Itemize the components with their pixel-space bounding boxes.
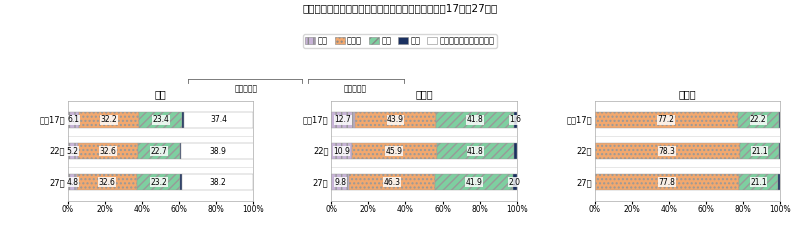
Text: 9.8: 9.8 — [334, 178, 346, 187]
Text: 77.8: 77.8 — [658, 178, 675, 187]
Bar — [77, 174, 138, 190]
Text: 12.7: 12.7 — [334, 115, 351, 124]
Text: 1.6: 1.6 — [510, 115, 522, 124]
Text: 78.3: 78.3 — [658, 147, 676, 156]
Bar — [436, 112, 514, 128]
Bar — [139, 112, 182, 128]
Bar — [331, 143, 351, 159]
Text: 38.9: 38.9 — [209, 147, 226, 156]
Bar — [138, 143, 180, 159]
Text: 他市区町村: 他市区町村 — [344, 84, 366, 94]
Bar — [513, 174, 517, 190]
Text: 4.8: 4.8 — [66, 178, 78, 187]
Text: 43.9: 43.9 — [387, 115, 404, 124]
Text: 46.3: 46.3 — [384, 178, 401, 187]
Legend: 自宅, 自宅外, 県内, 他県, 従業も通学もしていない: 自宅, 自宅外, 県内, 他県, 従業も通学もしていない — [303, 34, 497, 48]
Bar — [350, 174, 435, 190]
Bar — [78, 143, 138, 159]
Bar — [778, 174, 780, 190]
Bar — [182, 143, 254, 159]
Bar — [68, 112, 79, 128]
Text: 37.4: 37.4 — [210, 115, 227, 124]
Bar — [514, 112, 517, 128]
Bar — [594, 112, 738, 128]
Text: 77.2: 77.2 — [658, 115, 674, 124]
Text: 5.2: 5.2 — [67, 147, 79, 156]
Bar — [594, 174, 739, 190]
Text: 22年: 22年 — [50, 147, 66, 156]
Bar — [138, 174, 180, 190]
Text: 従業地・通学地別人口の割合の推移－宮城県（平成17年～27年）: 従業地・通学地別人口の割合の推移－宮城県（平成17年～27年） — [302, 4, 498, 14]
Bar — [437, 143, 514, 159]
Bar — [435, 174, 513, 190]
Bar — [184, 112, 254, 128]
Text: 22年: 22年 — [576, 147, 592, 156]
Title: 通学者: 通学者 — [678, 89, 696, 99]
Bar — [355, 112, 436, 128]
Bar — [739, 174, 778, 190]
Text: 平成17年: 平成17年 — [39, 115, 66, 124]
Text: 22.2: 22.2 — [750, 115, 766, 124]
Text: 21.1: 21.1 — [750, 178, 766, 187]
Bar — [79, 112, 139, 128]
Text: 41.8: 41.8 — [467, 147, 484, 156]
Text: 平成17年: 平成17年 — [303, 115, 329, 124]
Bar — [594, 143, 740, 159]
Bar — [779, 112, 780, 128]
Text: 自市区町村: 自市区町村 — [235, 84, 258, 94]
Bar — [514, 143, 517, 159]
Title: 総数: 総数 — [155, 89, 166, 99]
Text: 平成17年: 平成17年 — [566, 115, 592, 124]
Title: 就業者: 就業者 — [415, 89, 433, 99]
Bar — [331, 174, 350, 190]
Text: 45.9: 45.9 — [386, 147, 402, 156]
Bar — [779, 143, 780, 159]
Bar — [738, 112, 779, 128]
Bar — [351, 143, 437, 159]
Text: 32.6: 32.6 — [99, 147, 116, 156]
Text: 27年: 27年 — [50, 178, 66, 187]
Bar — [68, 143, 78, 159]
Text: 32.2: 32.2 — [101, 115, 118, 124]
Text: 22年: 22年 — [313, 147, 329, 156]
Bar — [740, 143, 779, 159]
Text: 23.2: 23.2 — [150, 178, 167, 187]
Text: 22.7: 22.7 — [150, 147, 167, 156]
Text: 27年: 27年 — [576, 178, 592, 187]
Bar — [180, 143, 182, 159]
Bar — [331, 112, 355, 128]
Text: 32.6: 32.6 — [98, 178, 115, 187]
Text: 2.0: 2.0 — [509, 178, 521, 187]
Bar — [180, 174, 182, 190]
Bar — [182, 112, 184, 128]
Text: 38.2: 38.2 — [210, 178, 226, 187]
Bar — [182, 174, 254, 190]
Bar — [68, 174, 77, 190]
Text: 23.4: 23.4 — [152, 115, 169, 124]
Text: 41.9: 41.9 — [466, 178, 482, 187]
Text: 21.1: 21.1 — [751, 147, 768, 156]
Text: 41.8: 41.8 — [466, 115, 483, 124]
Text: 10.9: 10.9 — [333, 147, 350, 156]
Text: 6.1: 6.1 — [68, 115, 80, 124]
Text: 27年: 27年 — [313, 178, 329, 187]
